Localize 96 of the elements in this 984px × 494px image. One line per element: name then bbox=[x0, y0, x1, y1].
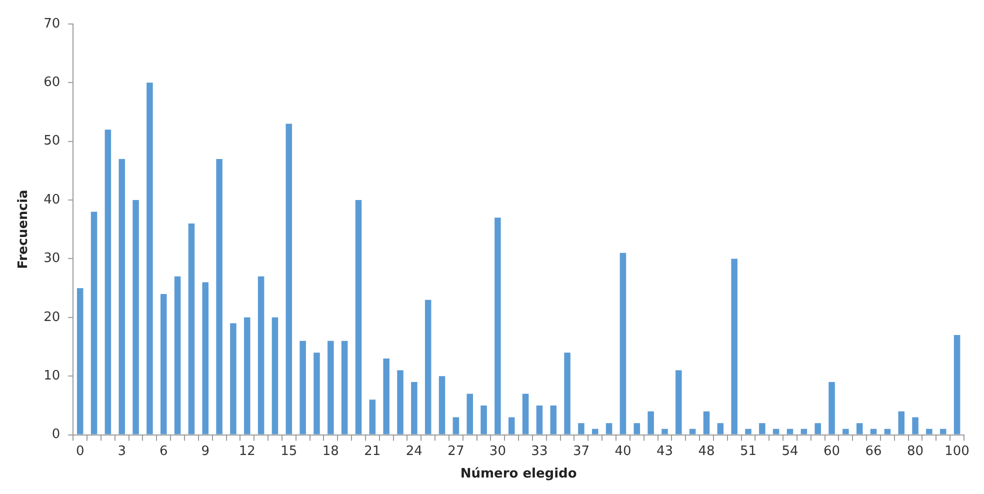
bar bbox=[118, 158, 125, 434]
x-tick-label: 48 bbox=[698, 444, 715, 459]
bar bbox=[536, 405, 543, 434]
bar bbox=[564, 352, 570, 434]
bar bbox=[160, 294, 167, 434]
x-tick-label: 12 bbox=[238, 444, 256, 459]
bar bbox=[814, 423, 821, 434]
bar bbox=[592, 428, 598, 434]
bar bbox=[800, 428, 808, 434]
x-tick-label: 66 bbox=[865, 444, 882, 459]
bar bbox=[662, 428, 668, 434]
bar bbox=[606, 423, 612, 434]
bar bbox=[772, 428, 780, 434]
bar bbox=[466, 394, 473, 434]
bar bbox=[759, 423, 766, 434]
y-tick-label: 50 bbox=[44, 134, 60, 149]
bar bbox=[550, 405, 556, 434]
bar bbox=[578, 423, 584, 434]
x-tick-label: 54 bbox=[782, 444, 798, 459]
bar bbox=[328, 340, 334, 434]
bar bbox=[522, 394, 529, 434]
y-tick-label: 70 bbox=[44, 16, 60, 32]
bar bbox=[731, 258, 738, 434]
x-tick-label: 6 bbox=[159, 444, 168, 459]
bar bbox=[926, 428, 932, 434]
bar bbox=[508, 417, 515, 434]
x-tick-label: 27 bbox=[448, 444, 464, 459]
bar bbox=[424, 300, 432, 434]
x-tick-label: 60 bbox=[823, 444, 840, 459]
bar bbox=[828, 382, 835, 434]
bar bbox=[452, 417, 460, 434]
bar bbox=[870, 428, 877, 434]
bar bbox=[676, 370, 682, 434]
x-tick-label: 18 bbox=[322, 444, 339, 459]
y-tick-label: 0 bbox=[52, 427, 60, 442]
y-axis-title: Frecuencia bbox=[16, 190, 32, 270]
x-tick-label: 37 bbox=[572, 444, 590, 459]
x-tick-label: 15 bbox=[280, 444, 298, 459]
x-tick-label: 51 bbox=[740, 444, 757, 459]
bar bbox=[648, 411, 654, 434]
bar bbox=[884, 428, 891, 434]
x-tick-label: 24 bbox=[406, 444, 422, 459]
bar bbox=[620, 252, 626, 434]
bar bbox=[104, 130, 112, 434]
x-tick-label: 43 bbox=[656, 444, 673, 459]
bar bbox=[856, 423, 863, 434]
bar bbox=[244, 317, 250, 434]
y-tick-label: 60 bbox=[44, 75, 60, 90]
bar bbox=[397, 370, 404, 434]
bar bbox=[912, 417, 918, 434]
x-tick-label: 0 bbox=[76, 444, 84, 459]
bar bbox=[355, 200, 362, 434]
bar bbox=[272, 317, 278, 434]
x-tick-label: 9 bbox=[201, 444, 210, 459]
bar bbox=[90, 212, 98, 434]
bar bbox=[383, 358, 390, 434]
bar bbox=[438, 376, 446, 434]
x-tick-label: 80 bbox=[907, 444, 924, 459]
bar bbox=[286, 124, 292, 434]
y-tick-label: 30 bbox=[44, 251, 60, 266]
bar bbox=[898, 411, 904, 434]
bar bbox=[132, 200, 139, 434]
x-tick-label: 100 bbox=[944, 444, 970, 459]
x-tick-label: 3 bbox=[118, 444, 126, 459]
bar bbox=[146, 82, 153, 434]
bar bbox=[216, 158, 222, 434]
bar bbox=[634, 423, 640, 434]
x-tick-label: 21 bbox=[364, 444, 381, 459]
bar bbox=[842, 428, 849, 434]
bar bbox=[745, 428, 752, 434]
bar bbox=[202, 282, 209, 434]
bar bbox=[258, 276, 264, 434]
x-tick-label: 30 bbox=[489, 444, 506, 459]
bar bbox=[188, 224, 195, 434]
bar bbox=[300, 340, 306, 434]
y-tick-label: 20 bbox=[44, 310, 60, 325]
bar bbox=[940, 428, 946, 434]
bar bbox=[786, 428, 794, 434]
bar bbox=[174, 276, 181, 434]
x-tick-label: 40 bbox=[614, 444, 632, 459]
bar bbox=[369, 400, 376, 434]
x-axis-title: Número elegido bbox=[460, 466, 577, 482]
y-tick-label: 10 bbox=[44, 368, 60, 384]
bar bbox=[314, 352, 320, 434]
x-tick-label: 33 bbox=[531, 444, 548, 459]
bar bbox=[480, 405, 487, 434]
bar bbox=[230, 323, 236, 434]
bar bbox=[954, 335, 960, 434]
y-tick-label: 40 bbox=[44, 192, 60, 208]
bar bbox=[341, 340, 348, 434]
bar bbox=[76, 288, 84, 434]
bar bbox=[494, 218, 501, 434]
bar bbox=[411, 382, 418, 434]
bar bbox=[689, 428, 696, 434]
bar bbox=[717, 423, 724, 434]
bar bbox=[703, 411, 710, 434]
